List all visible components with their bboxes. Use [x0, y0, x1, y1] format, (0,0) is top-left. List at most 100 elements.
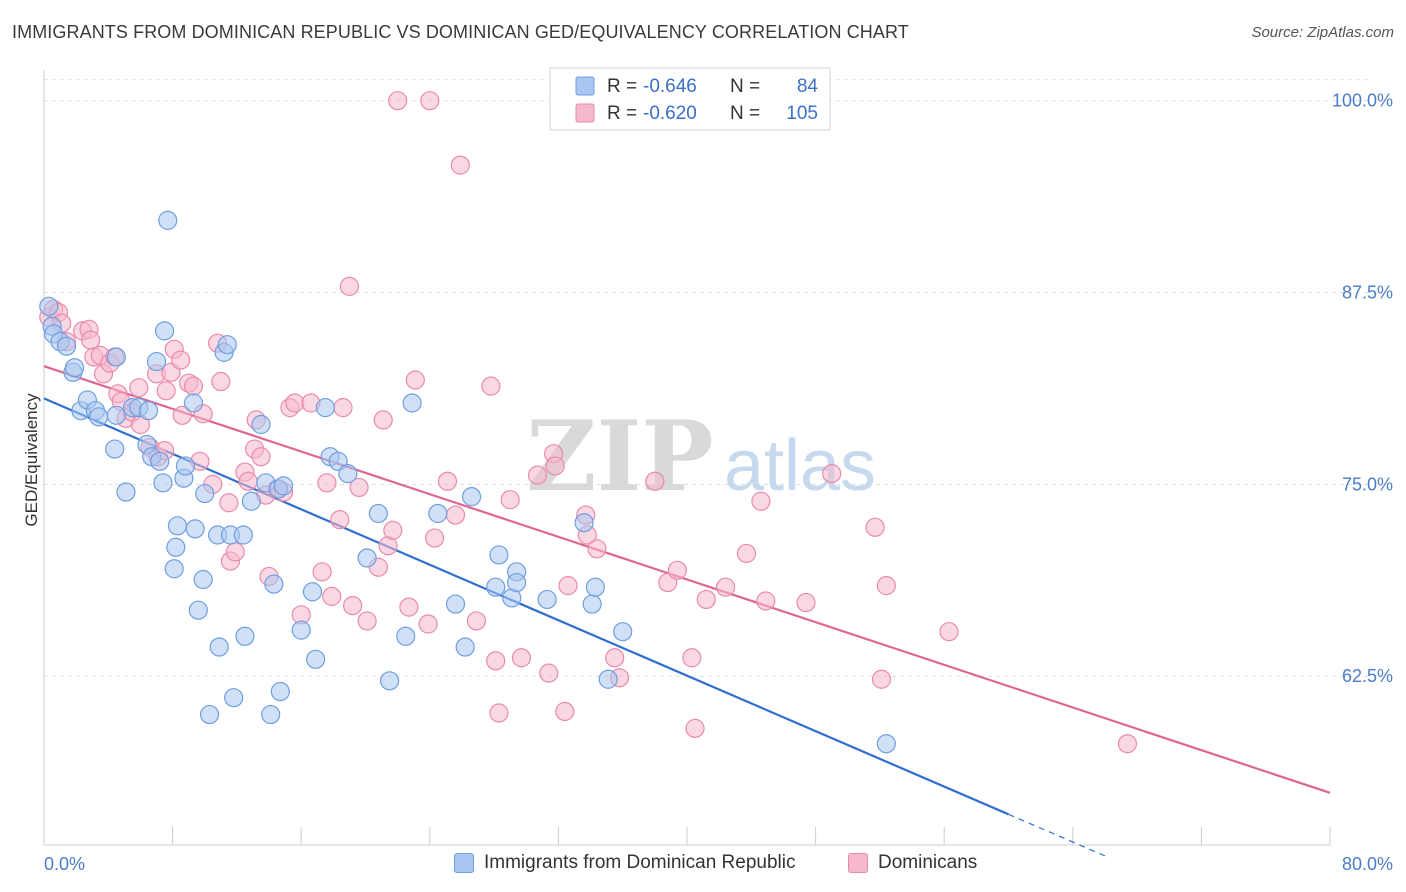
legend-swatch-immigrants: [454, 853, 474, 873]
point-dominicans: [696, 589, 716, 610]
point-immigrants: [574, 513, 594, 533]
point-dominicans: [81, 330, 101, 350]
legend-bottom: Immigrants from Dominican Republic Domin…: [0, 852, 1406, 878]
point-dominicans: [865, 517, 885, 537]
point-dominicans: [129, 378, 149, 398]
chart-title: IMMIGRANTS FROM DOMINICAN REPUBLIC VS DO…: [12, 22, 909, 42]
point-immigrants: [876, 734, 896, 754]
y-tick-label: 62.5%: [1342, 666, 1393, 686]
legend-r-value-pink: -0.620: [643, 103, 697, 124]
point-immigrants: [105, 439, 125, 459]
point-dominicans: [587, 539, 607, 559]
y-axis-label: GED/Equivalency: [22, 393, 41, 527]
point-immigrants: [195, 483, 215, 504]
legend-r-label-pink: R =: [607, 103, 642, 124]
point-dominicans: [489, 703, 509, 723]
point-immigrants: [106, 347, 126, 367]
point-dominicans: [333, 398, 353, 418]
trend-line-dominicans: [43, 365, 1331, 794]
point-dominicans: [156, 381, 176, 401]
point-immigrants: [199, 704, 220, 725]
watermark: ZIP atlas: [526, 400, 876, 513]
point-immigrants: [166, 537, 186, 557]
point-immigrants: [455, 637, 475, 657]
point-dominicans: [357, 611, 377, 631]
point-dominicans: [285, 393, 305, 413]
point-dominicans: [388, 91, 408, 111]
point-immigrants: [235, 626, 255, 646]
point-immigrants: [209, 637, 229, 657]
point-immigrants: [273, 476, 294, 496]
y-tick-label: 75.0%: [1342, 474, 1393, 494]
point-immigrants: [106, 405, 126, 425]
point-immigrants: [396, 626, 416, 646]
point-dominicans: [645, 471, 665, 491]
point-dominicans: [486, 651, 506, 671]
point-dominicans: [605, 648, 625, 668]
legend-swatch-blue: [575, 76, 595, 96]
legend-n-value-blue: 84: [797, 76, 819, 97]
point-immigrants: [486, 577, 506, 597]
legend-r-value-blue: -0.646: [643, 76, 697, 97]
y-tick-label: 87.5%: [1342, 283, 1393, 303]
point-immigrants: [302, 582, 323, 602]
point-immigrants: [241, 491, 261, 511]
point-immigrants: [183, 393, 204, 413]
legend-label-immigrants: Immigrants from Dominican Republic: [484, 852, 796, 873]
point-dominicans: [667, 560, 687, 580]
point-immigrants: [291, 620, 311, 640]
point-dominicans: [527, 465, 548, 485]
y-tick-label: 100.0%: [1332, 91, 1393, 111]
point-immigrants: [461, 487, 482, 507]
point-immigrants: [338, 464, 358, 484]
point-dominicans: [420, 91, 440, 111]
legend-n-value-pink: 105: [786, 103, 818, 124]
point-immigrants: [315, 398, 335, 418]
point-immigrants: [188, 600, 208, 620]
point-immigrants: [251, 414, 271, 435]
point-immigrants: [261, 704, 281, 725]
data-points: [39, 91, 1138, 754]
point-immigrants: [306, 649, 326, 669]
point-dominicans: [349, 477, 369, 498]
point-dominicans: [183, 376, 204, 396]
point-immigrants: [224, 688, 244, 708]
point-immigrants: [582, 594, 602, 614]
legend-swatch-pink: [575, 103, 595, 123]
point-dominicans: [339, 276, 360, 296]
axes: 62.5% 75.0% 87.5% 100.0% 0.0% 80.0%: [43, 70, 1393, 874]
point-dominicans: [558, 576, 578, 596]
point-immigrants: [154, 321, 175, 341]
point-immigrants: [175, 456, 196, 476]
point-dominicans: [405, 370, 425, 390]
point-dominicans: [437, 471, 458, 491]
point-immigrants: [89, 407, 109, 427]
point-immigrants: [64, 358, 85, 378]
point-dominicans: [425, 528, 445, 548]
point-immigrants: [153, 473, 173, 493]
point-dominicans: [939, 622, 959, 642]
point-immigrants: [138, 401, 159, 421]
point-immigrants: [270, 681, 290, 702]
point-dominicans: [715, 577, 736, 597]
point-dominicans: [756, 591, 776, 611]
point-dominicans: [751, 491, 771, 511]
point-dominicans: [343, 595, 363, 616]
legend-r-label-blue: R =: [607, 76, 642, 97]
point-immigrants: [56, 336, 77, 356]
legend-n-label-pink: N =: [730, 103, 765, 124]
grid-lines: [44, 79, 1370, 677]
point-dominicans: [399, 597, 419, 617]
legend-label-dominicans: Dominicans: [878, 852, 978, 873]
point-dominicans: [876, 576, 896, 596]
point-dominicans: [171, 350, 191, 370]
point-dominicans: [466, 611, 487, 631]
point-dominicans: [736, 543, 757, 564]
point-dominicans: [545, 456, 565, 476]
point-immigrants: [193, 569, 213, 590]
legend-item-immigrants: Immigrants from Dominican Republic: [454, 852, 796, 874]
point-immigrants: [585, 577, 605, 597]
point-immigrants: [598, 669, 618, 689]
point-dominicans: [322, 586, 342, 606]
